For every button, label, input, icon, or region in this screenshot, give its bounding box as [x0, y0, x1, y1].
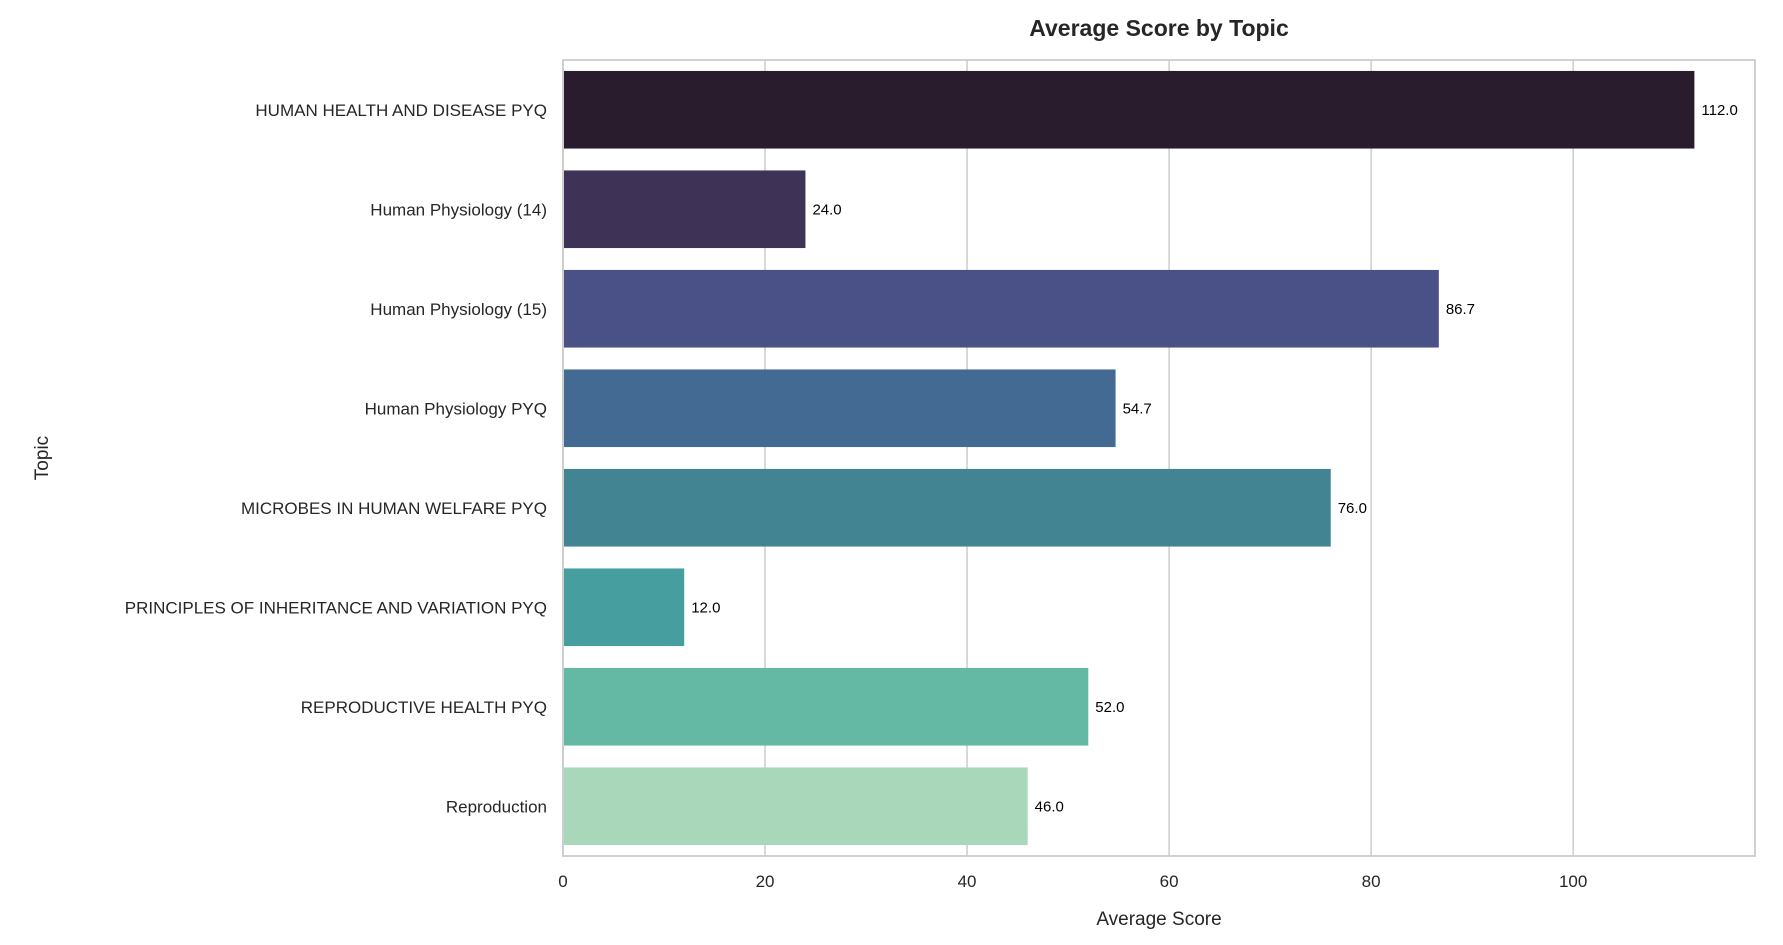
y-tick-label: Human Physiology (14): [370, 200, 547, 219]
data-labels: 112.0 24.0 86.7 54.7 76.0 12.0 52.0 46.0: [691, 102, 1738, 816]
plot-frame: [562, 59, 1756, 857]
x-tick-labels: 0 20 40 60 80 100: [558, 872, 1587, 891]
x-tick-label: 100: [1559, 872, 1587, 891]
bar: [564, 369, 1116, 448]
bar: [564, 269, 1439, 348]
x-tick-label: 0: [558, 872, 567, 891]
y-axis-label: Topic: [32, 436, 53, 480]
x-tick-label: 20: [756, 872, 775, 891]
y-tick-label: HUMAN HEALTH AND DISEASE PYQ: [255, 101, 547, 120]
chart-title: Average Score by Topic: [1029, 15, 1289, 41]
y-tick-label: Reproduction: [446, 797, 547, 816]
y-tick-label: Human Physiology (15): [370, 300, 547, 319]
bar-data-label: 76.0: [1338, 500, 1367, 517]
y-tick-label: REPRODUCTIVE HEALTH PYQ: [301, 698, 547, 717]
bar-data-label: 112.0: [1701, 102, 1737, 119]
y-tick-labels: HUMAN HEALTH AND DISEASE PYQ Human Physio…: [125, 101, 547, 817]
bar: [564, 70, 1695, 149]
bar: [564, 170, 806, 249]
bar-data-label: 46.0: [1035, 798, 1064, 815]
bar: [564, 767, 1028, 846]
bar: [564, 568, 685, 647]
bar: [564, 468, 1331, 547]
x-tick-label: 60: [1160, 872, 1179, 891]
bar-data-label: 24.0: [812, 201, 841, 218]
x-axis-label: Average Score: [1096, 909, 1221, 930]
y-tick-label: Human Physiology PYQ: [365, 399, 547, 418]
bar-data-label: 54.7: [1123, 400, 1152, 417]
x-tick-label: 40: [958, 872, 977, 891]
x-tick-label: 80: [1362, 872, 1381, 891]
bar-data-label: 52.0: [1095, 699, 1124, 716]
y-tick-label: MICROBES IN HUMAN WELFARE PYQ: [241, 499, 547, 518]
y-tick-label: PRINCIPLES OF INHERITANCE AND VARIATION …: [125, 598, 547, 617]
bar-layer: [564, 70, 1695, 846]
bar-data-label: 86.7: [1446, 301, 1475, 318]
bar: [564, 667, 1089, 746]
bar-data-label: 12.0: [691, 599, 720, 616]
